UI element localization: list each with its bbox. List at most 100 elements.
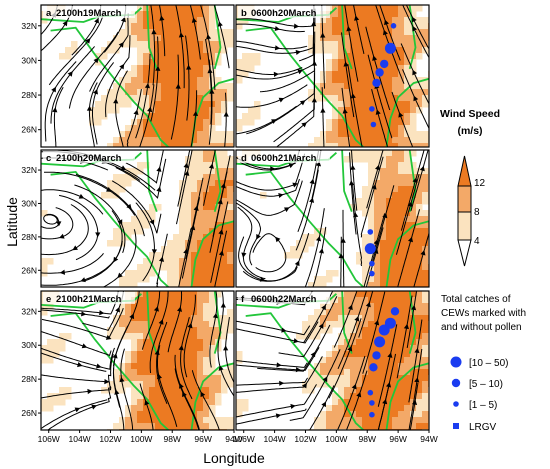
streamline-arrow (156, 373, 163, 380)
streamline (174, 368, 200, 430)
streamline-arrow (338, 253, 344, 259)
y-axis-label: Latitude (4, 197, 20, 247)
streamline (375, 5, 405, 84)
streamline-arrow (283, 207, 290, 213)
streamline-arrow (275, 413, 282, 419)
streamline-arrow (95, 232, 101, 238)
streamline (139, 383, 154, 430)
wind-level-12: 12 (474, 178, 486, 189)
legend-marker-large (450, 356, 462, 368)
streamline (41, 399, 108, 430)
streamline-arrow (113, 98, 119, 104)
catch-marker-small (367, 389, 374, 396)
streamline-arrow (315, 160, 322, 167)
catch-legend-title-2: CEWs marked with (441, 308, 526, 319)
lon-tick-label: 106W (233, 434, 255, 444)
streamline-arrow (154, 349, 160, 356)
streamline-arrow (151, 249, 158, 255)
streamline-arrow (274, 25, 281, 32)
streamline-arrow (187, 322, 193, 329)
streamline-arrow (86, 105, 93, 111)
streamline-arrow (190, 224, 196, 231)
streamline-arrow (278, 192, 284, 199)
catch-marker-small (390, 23, 397, 29)
streamline (189, 5, 201, 60)
streamline (236, 40, 308, 50)
streamline-arrow (321, 304, 326, 311)
streamline (92, 62, 115, 145)
streamline (236, 178, 300, 197)
streamline-arrow (414, 347, 420, 354)
streamline-arrow (91, 404, 97, 410)
panel-a: a 2100h19March 26N 28N 30N 32N (21, 4, 235, 148)
streamline-arrow (351, 383, 357, 390)
streamline (135, 202, 155, 282)
streamline-arrow (371, 184, 377, 190)
streamline (209, 291, 218, 368)
catch-marker-medium (375, 68, 384, 77)
streamline (203, 150, 216, 206)
streamline-arrow (270, 166, 276, 172)
streamline (135, 53, 151, 139)
legend-marker-medium (451, 378, 461, 388)
panel-e: e 2100h21March 26N 28N 30N 32N 106W 104W 102W 100… (21, 290, 243, 444)
panel-time: 0600h22March (251, 294, 317, 305)
streamline-arrow (120, 16, 126, 23)
streamline (58, 194, 99, 261)
streamline (43, 171, 136, 216)
streamline (102, 229, 137, 287)
streamline-arrow (309, 178, 315, 185)
streamline (178, 228, 192, 287)
streamline-arrow (119, 63, 125, 70)
streamline (236, 27, 315, 54)
lon-tick-label: 100W (130, 434, 152, 444)
catch-legend: Total catches of CEWs marked with and wi… (441, 294, 526, 433)
streamline-arrow (126, 203, 132, 210)
streamline-arrow (311, 97, 317, 103)
streamline (225, 317, 234, 384)
streamline-arrow (343, 61, 349, 67)
streamline-arrow (420, 249, 426, 256)
streamline (113, 367, 125, 430)
lat-tick-label: 28N (21, 374, 37, 384)
panel-f-map (236, 291, 429, 430)
streamline (413, 231, 429, 287)
streamline (257, 324, 331, 372)
streamline-arrow (385, 382, 392, 388)
streamline-arrow (74, 407, 81, 413)
streamline-arrow (217, 199, 223, 205)
streamline (53, 87, 64, 147)
lon-tick-label: 104W (68, 434, 90, 444)
catch-markers (367, 307, 400, 418)
lat-tick-label: 30N (21, 340, 37, 350)
streamline (41, 308, 124, 339)
streamline-arrow (292, 182, 298, 188)
streamline-arrow (310, 351, 316, 358)
streamline-arrow (342, 108, 348, 114)
streamline-arrow (412, 25, 418, 32)
streamline (41, 253, 104, 274)
streamline-arrow (301, 122, 307, 128)
streamline-arrow (149, 219, 155, 226)
catch-markers (364, 229, 376, 277)
streamline-arrow (178, 32, 184, 38)
streamline (41, 381, 112, 399)
streamline (236, 8, 316, 28)
streamline (46, 386, 112, 430)
lon-tick-label: 104W (263, 434, 285, 444)
panel-title-bg (238, 151, 330, 163)
panel-title-bg (43, 6, 135, 18)
streamline (400, 43, 429, 105)
streamline (158, 5, 166, 57)
streamline-arrow (407, 201, 413, 208)
streamline (377, 324, 398, 407)
streamline-arrow (350, 93, 356, 99)
streamline (236, 105, 298, 135)
streamline (139, 84, 155, 147)
streamline-arrow (411, 399, 418, 405)
streamline-arrow (220, 182, 226, 189)
streamline (238, 236, 298, 282)
panel-letter: f (241, 294, 245, 305)
streamline (88, 82, 98, 147)
streamline-arrow (117, 272, 123, 279)
